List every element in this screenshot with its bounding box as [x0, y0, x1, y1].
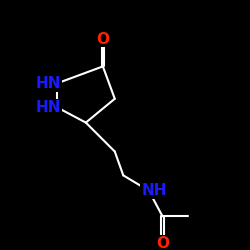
- Text: NH: NH: [141, 183, 167, 198]
- Text: O: O: [156, 236, 169, 250]
- Text: HN: HN: [36, 76, 61, 91]
- Text: HN: HN: [36, 100, 61, 115]
- Text: O: O: [96, 32, 109, 47]
